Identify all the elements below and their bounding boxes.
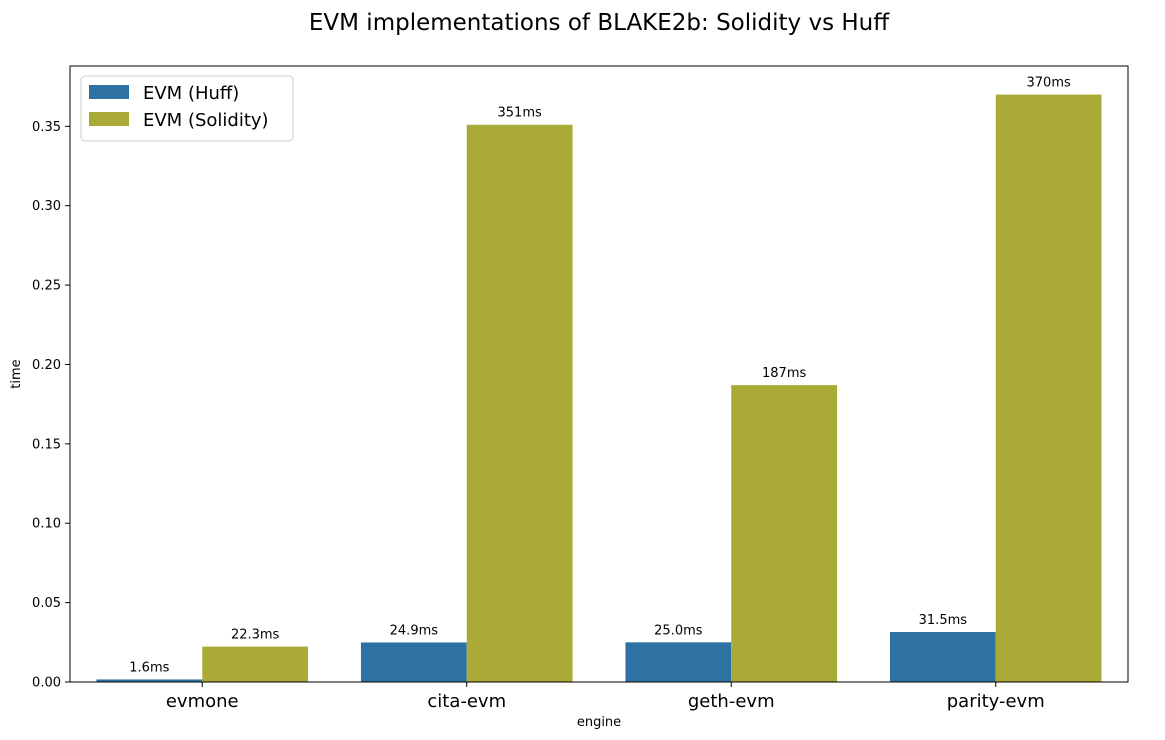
legend-box [80,75,294,142]
y-tick-label: 0.35 [32,120,61,135]
y-tick-label: 0.15 [32,437,61,452]
y-tick-label: 0.25 [32,279,61,294]
y-tick-label: 0.10 [32,517,61,532]
bar-huff-evmone [96,679,203,682]
data-label: 370ms [1027,76,1071,91]
bar-solidity-geth-evm [731,385,838,682]
bar-huff-parity-evm [889,631,996,682]
legend: EVM (Huff) EVM (Solidity) [80,75,294,142]
plot-frame [69,65,1129,683]
data-label: 1.6ms [129,660,169,675]
chart-title: EVM implementations of BLAKE2b: Solidity… [309,10,890,36]
y-tick-label: 0.05 [32,596,61,611]
y-tick-label: 0.00 [32,676,61,691]
data-label: 25.0ms [654,623,703,638]
data-label: 187ms [762,366,806,381]
x-axis-label: engine [577,715,621,730]
bar-solidity-cita-evm [466,124,573,683]
legend-swatch [89,112,129,126]
y-axis-label: time [9,359,24,388]
x-tick-label-cita-evm: cita-evm [427,691,506,712]
data-label: 31.5ms [919,613,968,628]
plot-area: 1.6ms 24.9ms 25.0ms 31.5ms 22.3ms 351ms 187ms 3… [32,65,1129,712]
y-tick-label: 0.20 [32,358,61,373]
x-tick-label-geth-evm: geth-evm [688,691,775,712]
data-label: 351ms [498,106,542,121]
y-tick-label: 0.30 [32,199,61,214]
legend-entry: EVM (Huff) [143,83,239,104]
x-tick-label-evmone: evmone [166,691,239,712]
bar-solidity-parity-evm [995,94,1102,682]
legend-swatch [89,85,129,99]
data-label: 22.3ms [231,628,280,643]
bar-solidity-evmone [202,646,309,682]
data-label: 24.9ms [390,623,439,638]
bar-huff-cita-evm [360,642,467,682]
bar-huff-geth-evm [625,642,732,682]
x-tick-label-parity-evm: parity-evm [947,691,1045,712]
legend-entry: EVM (Solidity) [143,110,269,131]
